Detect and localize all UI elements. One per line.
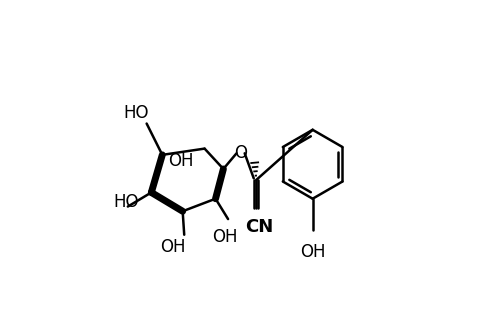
- Text: OH: OH: [300, 243, 326, 261]
- Text: HO: HO: [114, 193, 139, 211]
- Text: OH: OH: [212, 228, 238, 246]
- Text: OH: OH: [168, 152, 193, 170]
- Text: O: O: [234, 144, 247, 162]
- Text: HO: HO: [123, 104, 148, 122]
- Text: CN: CN: [246, 217, 274, 235]
- Text: OH: OH: [160, 238, 186, 256]
